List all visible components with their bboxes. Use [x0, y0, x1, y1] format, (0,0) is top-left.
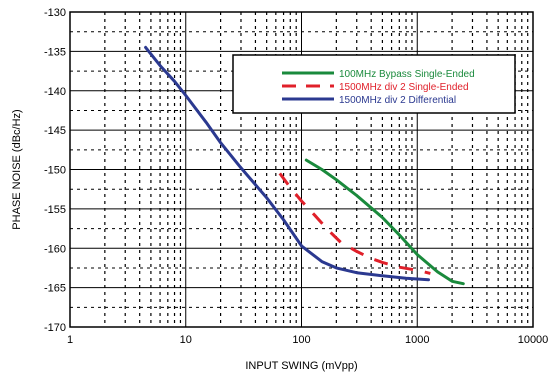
y-tick-label: -140	[44, 86, 66, 98]
series-line-1	[304, 158, 465, 286]
x-tick-label: 10000	[518, 334, 549, 346]
y-tick-label: -165	[44, 283, 66, 295]
x-tick-label: 1	[67, 334, 73, 346]
y-tick-label: -150	[44, 165, 66, 177]
legend-items: 100MHz Bypass Single-Ended 1500MHz div 2 …	[282, 69, 475, 106]
legend-label-3: 1500MHz div 2 Differential	[339, 95, 456, 106]
series-line-3	[144, 45, 430, 282]
legend-label-2: 1500MHz div 2 Single-Ended	[339, 82, 469, 93]
y-axis-label: PHASE NOISE (dBc/Hz)	[11, 109, 23, 229]
x-tick-label: 100	[292, 334, 310, 346]
x-tick-labels: 1 10 100 1000 10000	[67, 334, 548, 346]
x-axis-label: INPUT SWING (mVpp)	[245, 360, 357, 372]
plot-area-frame	[69, 11, 534, 328]
x-tick-label: 1000	[405, 334, 429, 346]
x-tick-label: 10	[180, 334, 192, 346]
y-tick-label: -135	[44, 46, 66, 58]
legend-box	[232, 54, 516, 114]
y-tick-label: -170	[44, 322, 66, 334]
series-line-2	[278, 172, 431, 275]
series-layer	[144, 45, 465, 286]
y-tick-label: -130	[44, 7, 66, 19]
y-tick-label: -155	[44, 204, 66, 216]
legend-label-1: 100MHz Bypass Single-Ended	[339, 69, 475, 80]
y-tick-labels: -130 -135 -140 -145 -150 -155 -160 -165 -170	[44, 7, 66, 334]
legend: 100MHz Bypass Single-Ended 1500MHz div 2 …	[232, 54, 516, 114]
y-tick-label: -145	[44, 125, 66, 137]
y-tick-label: -160	[44, 243, 66, 255]
